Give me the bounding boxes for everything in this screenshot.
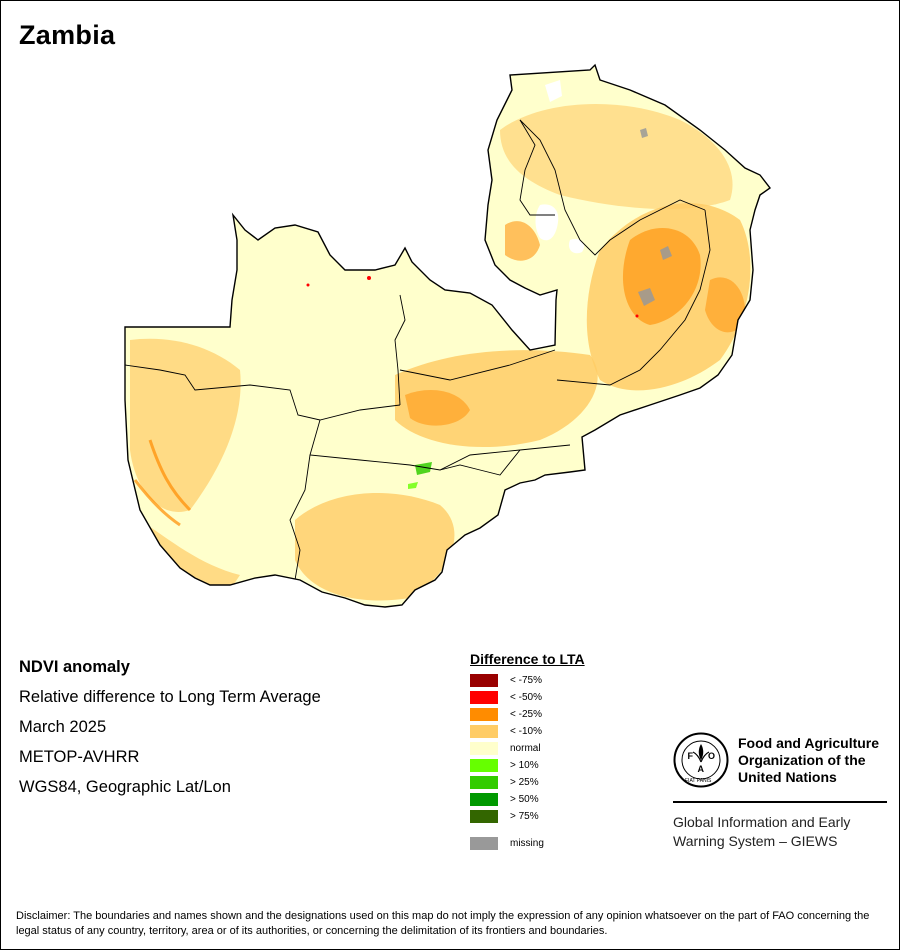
lake-bangweulu bbox=[535, 204, 559, 241]
legend-item: < -75% bbox=[470, 672, 585, 689]
legend-label: < -75% bbox=[510, 675, 542, 686]
product-description: Relative difference to Long Term Average bbox=[19, 688, 321, 706]
organization-name-line-3: United Nations bbox=[738, 769, 837, 785]
legend-swatch bbox=[470, 810, 498, 823]
anomaly-zone-southwest-strip bbox=[135, 520, 240, 590]
fao-logo-letter-a: A bbox=[698, 764, 705, 774]
legend-item-missing: missing bbox=[470, 835, 585, 852]
legend-label: < -50% bbox=[510, 692, 542, 703]
legend-label: > 75% bbox=[510, 811, 539, 822]
boundary-copperbelt bbox=[394, 294, 406, 406]
legend-swatch-missing bbox=[470, 837, 498, 850]
boundary-northwestern-western bbox=[125, 364, 401, 421]
fao-logo-letter-o: O bbox=[708, 751, 715, 761]
boundary-southern-western bbox=[289, 454, 311, 581]
legend-rows: < -75% < -50% < -25% < -10% normal > 10% > 25%… bbox=[470, 672, 585, 825]
organization-name: Food and Agriculture Organization of the… bbox=[738, 735, 879, 786]
legend: Difference to LTA < -75% < -50% < -25% < -1… bbox=[470, 651, 585, 852]
anomaly-patch-eastern-ridge bbox=[705, 277, 746, 333]
giews-line-1: Global Information and Early bbox=[673, 814, 851, 830]
anomaly-streak-west-2 bbox=[133, 479, 181, 527]
disclaimer: Disclaimer: The boundaries and names sho… bbox=[16, 910, 870, 937]
boundary-eastern-central bbox=[556, 209, 711, 386]
anomaly-zone-south bbox=[295, 493, 455, 601]
fao-logo-motto: FIAT PANIS bbox=[685, 778, 712, 784]
legend-swatch bbox=[470, 674, 498, 687]
legend-title: Difference to LTA bbox=[470, 651, 585, 667]
missing-patch-east bbox=[638, 288, 655, 306]
positive-patch-kafue-small bbox=[408, 482, 418, 489]
legend-label: < -10% bbox=[510, 726, 542, 737]
anomaly-patch-central bbox=[405, 390, 470, 426]
projection-info: WGS84, Geographic Lat/Lon bbox=[19, 778, 231, 796]
map-title: Zambia bbox=[19, 20, 116, 50]
red-speck-3 bbox=[635, 314, 639, 318]
province-boundaries bbox=[125, 119, 711, 581]
legend-swatch bbox=[470, 725, 498, 738]
boundary-lusaka bbox=[439, 449, 521, 476]
sensor-name: METOP-AVHRR bbox=[19, 748, 140, 766]
legend-item: < -50% bbox=[470, 689, 585, 706]
organization-divider bbox=[673, 801, 887, 803]
lake-wetland bbox=[568, 238, 585, 254]
legend-item: > 25% bbox=[470, 774, 585, 791]
legend-item: < -10% bbox=[470, 723, 585, 740]
legend-swatch bbox=[470, 793, 498, 806]
legend-item: < -25% bbox=[470, 706, 585, 723]
anomaly-streak-west-1 bbox=[148, 439, 192, 512]
boundary-luapula bbox=[519, 119, 555, 216]
boundary-central-north bbox=[399, 349, 556, 381]
fao-logo: F O A FIAT PANIS bbox=[673, 732, 729, 788]
legend-item: normal bbox=[470, 740, 585, 757]
red-speck-1 bbox=[367, 276, 371, 280]
legend-item: > 10% bbox=[470, 757, 585, 774]
legend-item: > 75% bbox=[470, 808, 585, 825]
legend-swatch bbox=[470, 708, 498, 721]
boundary-muchinga-northern bbox=[519, 119, 706, 256]
anomaly-zone-west bbox=[130, 338, 241, 512]
product-name: NDVI anomaly bbox=[19, 658, 130, 676]
legend-label: normal bbox=[510, 743, 541, 754]
legend-label: < -25% bbox=[510, 709, 542, 720]
anomaly-patch-lake bbox=[505, 221, 540, 261]
legend-swatch bbox=[470, 776, 498, 789]
legend-swatch bbox=[470, 742, 498, 755]
organization-name-line-2: Organization of the bbox=[738, 752, 866, 768]
legend-label: > 10% bbox=[510, 760, 539, 771]
missing-patch-north bbox=[660, 246, 672, 260]
legend-item: > 50% bbox=[470, 791, 585, 808]
red-speck-2 bbox=[306, 283, 310, 287]
legend-swatch bbox=[470, 691, 498, 704]
legend-swatch bbox=[470, 759, 498, 772]
fao-logo-letter-f: F bbox=[688, 751, 694, 761]
ndvi-anomaly-layer bbox=[130, 80, 751, 601]
organization-name-line-1: Food and Agriculture bbox=[738, 735, 880, 751]
legend-label: > 25% bbox=[510, 777, 539, 788]
product-date: March 2025 bbox=[19, 718, 107, 736]
legend-label-missing: missing bbox=[510, 838, 544, 849]
map-info-block: NDVI anomaly Relative difference to Long… bbox=[19, 655, 321, 805]
boundary-central-south bbox=[309, 419, 571, 471]
legend-label: > 50% bbox=[510, 794, 539, 805]
giews-line-2: Warning System – GIEWS bbox=[673, 833, 838, 849]
giews-name: Global Information and Early Warning Sys… bbox=[673, 813, 850, 851]
lake-mweru bbox=[545, 80, 562, 102]
zambia-ndvi-map bbox=[124, 64, 771, 608]
missing-patch-northeast bbox=[640, 128, 648, 138]
positive-patch-kafue bbox=[415, 462, 432, 475]
